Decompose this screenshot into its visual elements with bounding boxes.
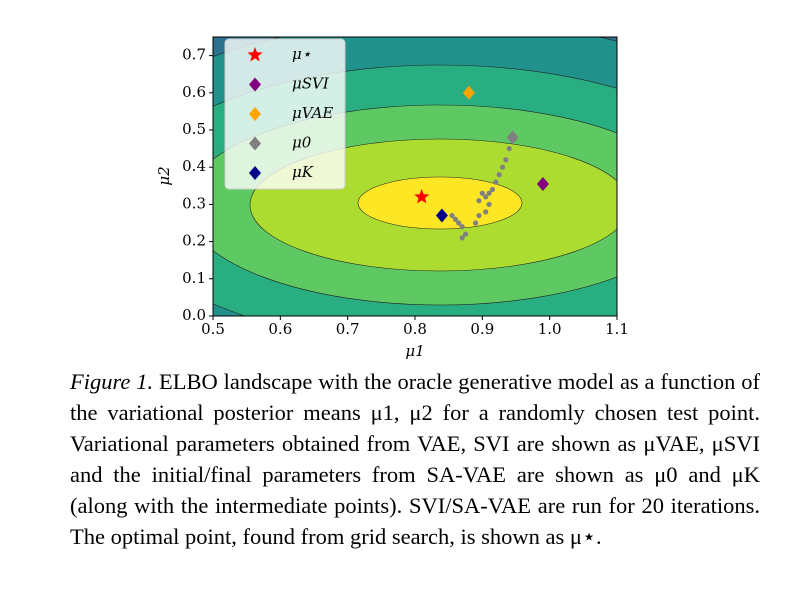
caption-text: ELBO landscape with the oracle generativ… — [70, 369, 761, 549]
point — [435, 208, 448, 223]
point — [503, 157, 509, 163]
x-tick-label: 0.8 — [403, 320, 427, 338]
y-tick-label: 0.5 — [182, 120, 206, 138]
legend-label: μ⋆ — [292, 45, 311, 63]
point — [449, 212, 455, 219]
point — [452, 216, 458, 222]
point — [486, 201, 492, 207]
point — [462, 231, 469, 237]
point — [462, 85, 475, 100]
legend-marker — [247, 47, 263, 62]
x-tick-label: 1.0 — [538, 320, 562, 338]
legend-label: μSVI — [292, 75, 330, 93]
x-axis-label: μ1 — [405, 342, 424, 360]
legend-box — [224, 38, 346, 190]
point — [476, 198, 482, 204]
point — [506, 130, 519, 145]
legend-marker — [249, 107, 261, 121]
y-tick-label: 0.6 — [182, 83, 206, 101]
caption-label: Figure 1. — [70, 369, 154, 394]
point — [493, 179, 499, 185]
legend-marker — [249, 166, 261, 180]
point — [496, 172, 502, 178]
y-axis-label: μ2 — [155, 166, 173, 185]
y-tick-label: 0.2 — [182, 232, 206, 250]
y-tick-label: 0.7 — [182, 46, 206, 64]
point — [536, 176, 549, 191]
point — [414, 188, 430, 204]
legend-label: μ0 — [292, 134, 312, 152]
point — [499, 164, 506, 170]
point — [486, 190, 492, 196]
point — [483, 194, 489, 200]
point — [506, 146, 512, 152]
x-tick-label: 0.6 — [268, 320, 292, 338]
point — [459, 235, 465, 241]
point — [479, 190, 485, 196]
elbo-contours — [213, 37, 617, 316]
chart: μ1 μ2 0.5 0.6 0.7 0.8 0.9 1.0 1.1 0.0 0.1 0.2 0.3 0… — [155, 36, 629, 360]
x-tick-label: 0.7 — [336, 320, 360, 338]
legend-label: μK — [292, 163, 314, 181]
caption: Figure 1. ELBO landscape with the oracle… — [70, 366, 760, 552]
y-tick-label: 0.3 — [182, 194, 206, 212]
point — [489, 186, 496, 193]
x-tick-label: 1.1 — [605, 320, 629, 338]
y-tick-label: 0.4 — [182, 157, 206, 175]
legend-label: μVAE — [292, 104, 333, 122]
x-tick-label: 0.9 — [470, 320, 494, 338]
y-tick-label: 0.0 — [182, 306, 206, 324]
y-tick-label: 0.1 — [182, 269, 206, 287]
legend-marker — [249, 77, 261, 92]
x-tick-label: 0.5 — [201, 320, 225, 338]
point — [476, 212, 482, 219]
point — [483, 209, 489, 215]
point — [459, 224, 465, 230]
point — [473, 220, 479, 226]
point — [456, 220, 462, 226]
legend-marker — [249, 136, 261, 151]
